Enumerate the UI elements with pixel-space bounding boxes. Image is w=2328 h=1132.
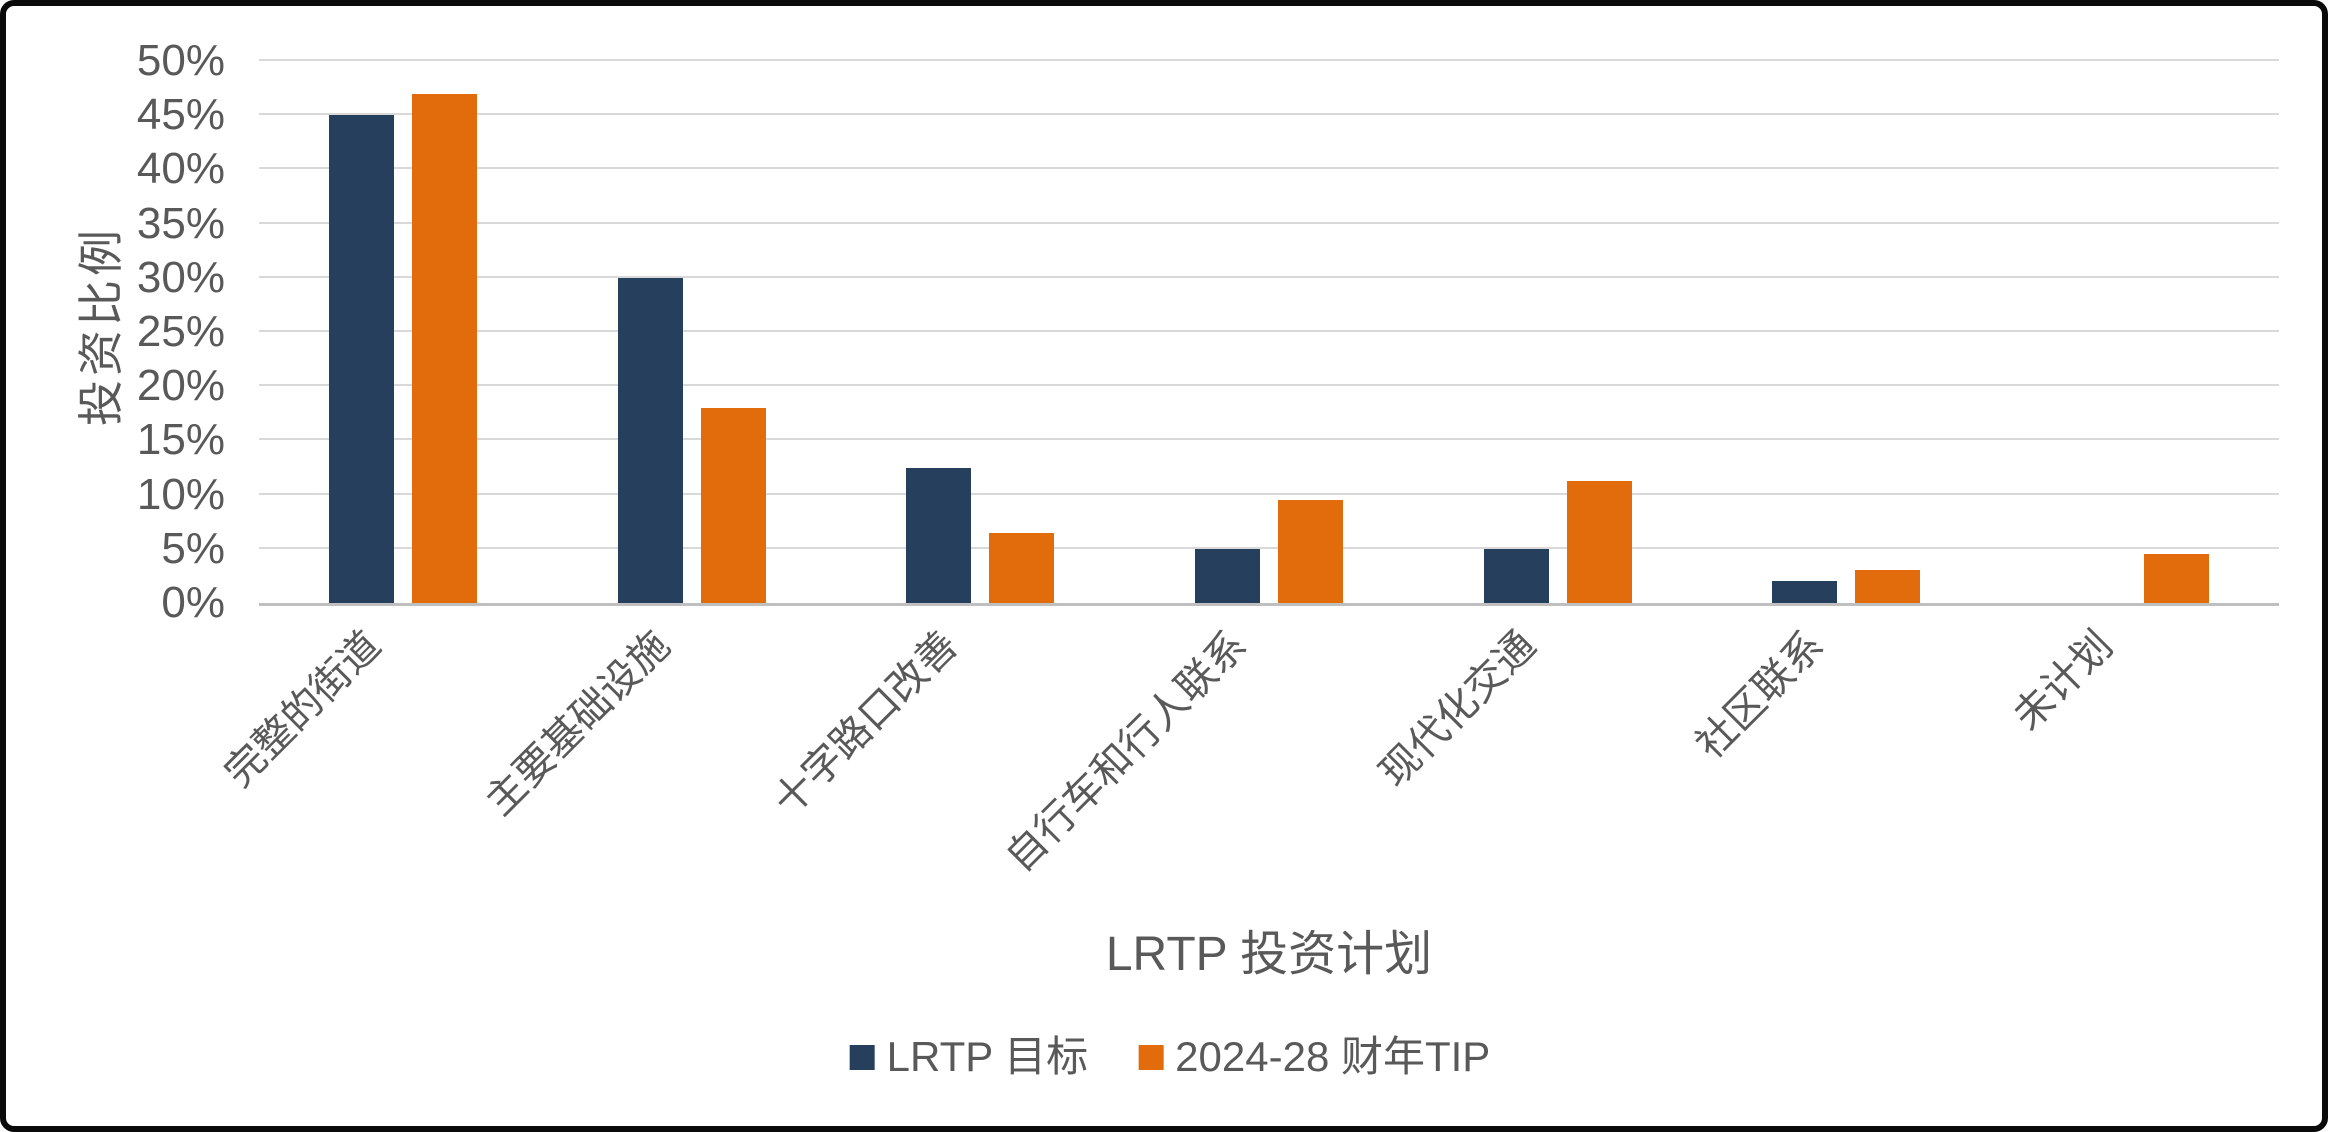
gridline-25 <box>259 330 2279 332</box>
category-label: 社区联系 <box>1688 623 1833 768</box>
y-tick-label: 15% <box>136 415 225 465</box>
y-tick-label: 10% <box>136 469 225 519</box>
bar-series1-cat2 <box>617 277 683 603</box>
y-axis-title: 投资比例 <box>75 226 127 426</box>
y-tick-label: 35% <box>136 198 225 248</box>
bar-group-5 <box>1483 480 1632 603</box>
bar-series1-cat3 <box>906 467 972 603</box>
bar-group-4 <box>1195 500 1343 603</box>
bar-series1-cat6 <box>1772 581 1838 603</box>
category-label: 主要基础设施 <box>477 623 678 824</box>
y-tick-label: 30% <box>136 252 225 302</box>
legend-label: LRTP 目标 <box>886 1033 1089 1080</box>
bar-series1-cat1 <box>329 115 395 603</box>
gridline-30 <box>259 275 2279 278</box>
y-tick-label: 5% <box>161 523 225 573</box>
legend-marker-icon <box>849 1044 875 1070</box>
legend-label: 2024-28 财年TIP <box>1175 1033 1491 1080</box>
category-label: 十字路口改善 <box>765 623 967 824</box>
bar-series1-cat5 <box>1483 548 1549 603</box>
x-axis-title: LRTP 投资计划 <box>1105 928 1433 981</box>
bar-series2-cat6 <box>1855 570 1921 603</box>
plot-area: 0% 5% 10% 15% 20% 25% 30% 35% 40% 45% 50% <box>137 39 2279 625</box>
gridline-40 <box>259 167 2279 170</box>
bar-series2-cat3 <box>989 532 1055 603</box>
y-tick-label: 25% <box>136 307 225 356</box>
gridline-15 <box>259 438 2279 441</box>
gridline-50 <box>259 59 2279 61</box>
bar-group-1 <box>329 93 478 603</box>
category-label: 未计划 <box>2004 623 2121 739</box>
bar-series2-cat7 <box>2143 554 2209 603</box>
gridline-35 <box>259 221 2279 224</box>
y-tick-label: 50% <box>136 36 225 85</box>
bar-series2-cat2 <box>700 407 766 603</box>
bar-series2-cat1 <box>412 93 478 603</box>
category-label: 自行车和行人联系 <box>997 623 1256 881</box>
bar-group-3 <box>906 467 1055 603</box>
bar-group-6 <box>1772 570 1921 603</box>
category-label: 现代化交通 <box>1371 623 1544 796</box>
legend-item-2: 2024-28 财年TIP <box>1138 1036 1490 1078</box>
gridline-5 <box>259 546 2279 549</box>
gridline-20 <box>259 384 2279 387</box>
y-tick-label: 40% <box>136 144 225 194</box>
y-tick-label: 0% <box>161 578 225 627</box>
bar-group-2 <box>617 277 766 603</box>
gridline-45 <box>259 113 2279 116</box>
category-label: 完整的街道 <box>216 623 390 796</box>
y-tick-label: 20% <box>136 361 225 411</box>
y-tick-label: 45% <box>136 90 225 140</box>
legend: LRTP 目标 2024-28 财年TIP <box>849 1033 1490 1080</box>
bar-group-7 <box>2061 554 2209 603</box>
gridline-10 <box>259 492 2279 495</box>
legend-marker-icon <box>1138 1044 1164 1070</box>
bar-series2-cat4 <box>1278 500 1343 603</box>
legend-item-1: LRTP 目标 <box>849 1033 1089 1080</box>
bar-series2-cat5 <box>1566 480 1632 603</box>
bar-series1-cat4 <box>1195 548 1260 603</box>
